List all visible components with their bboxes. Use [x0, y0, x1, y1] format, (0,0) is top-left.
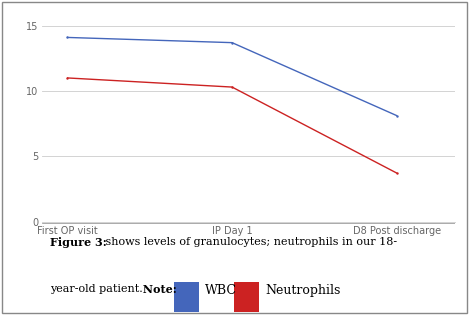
Text: Neutrophils: Neutrophils: [265, 284, 340, 297]
Text: shows levels of granulocytes; neutrophils in our 18-: shows levels of granulocytes; neutrophil…: [102, 237, 397, 247]
FancyBboxPatch shape: [174, 282, 199, 312]
Text: WBC: WBC: [205, 284, 237, 297]
Text: Note:: Note:: [139, 284, 177, 295]
FancyBboxPatch shape: [234, 282, 259, 312]
Text: year-old patient.: year-old patient.: [51, 284, 143, 294]
Text: Figure 3:: Figure 3:: [51, 237, 107, 248]
